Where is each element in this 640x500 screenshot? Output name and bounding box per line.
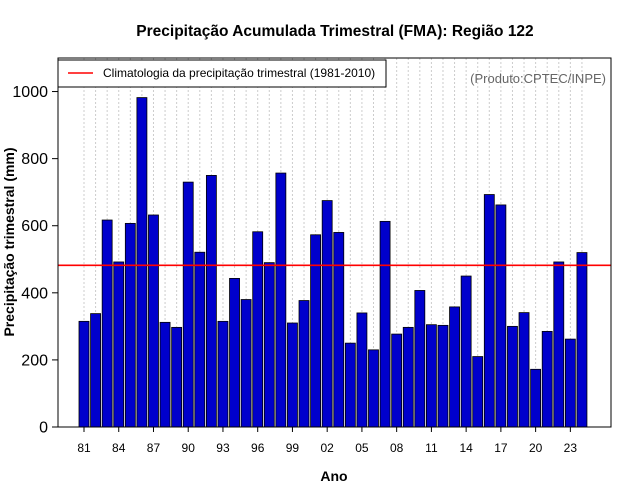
bar-1991 [194, 251, 206, 428]
bar-2016 [483, 194, 495, 428]
bar-2018 [507, 325, 518, 428]
bar-series [78, 97, 588, 428]
bar-2021 [541, 330, 553, 428]
legend-box [57, 59, 387, 88]
bar-1997 [263, 262, 275, 428]
bar-2015 [472, 356, 484, 428]
y-tick-label: 800 [21, 151, 48, 168]
y-axis: 0 200 400 600 800 1000 [12, 84, 58, 437]
x-tick-label: 20 [529, 441, 543, 455]
x-tick-label: 17 [494, 441, 508, 455]
y-tick-label: 400 [21, 285, 48, 302]
bar-1988 [159, 321, 171, 428]
y-tick-label: 600 [21, 218, 48, 235]
plot-frame [57, 57, 612, 428]
x-axis-label: Ano [320, 468, 347, 484]
x-tick-label: 11 [425, 441, 438, 455]
x-tick-label: 84 [112, 441, 126, 455]
bar-2005 [356, 312, 368, 428]
x-tick-label: 90 [182, 441, 196, 455]
bar-2000 [298, 300, 310, 428]
bar-2009 [402, 326, 414, 428]
x-tick-label: 87 [147, 441, 161, 455]
bar-1998 [275, 172, 287, 428]
bar-2013 [449, 306, 460, 428]
bar-1984 [113, 261, 125, 428]
bar-2003 [333, 232, 345, 428]
x-tick-label: 96 [251, 441, 265, 455]
bar-2007 [379, 220, 391, 428]
x-tick-label: 93 [216, 441, 230, 455]
bar-2012 [437, 324, 449, 428]
x-tick-label: 14 [459, 441, 473, 455]
bar-1994 [229, 277, 240, 428]
bar-2011 [425, 324, 437, 428]
bar-2002 [321, 200, 333, 428]
x-tick-label: 08 [390, 441, 404, 455]
x-tick-label: 02 [321, 441, 335, 455]
bar-1982 [90, 313, 101, 428]
bar-1996 [252, 231, 264, 428]
y-axis-label: Precipitação trimestral (mm) [1, 147, 17, 336]
bar-1983 [101, 219, 113, 428]
bar-1989 [171, 326, 183, 428]
bar-2024 [576, 252, 588, 428]
bar-2008 [391, 333, 403, 428]
bar-2014 [460, 275, 472, 428]
x-axis: 81 84 87 90 93 96 99 02 05 08 11 14 17 20 23 [77, 427, 577, 455]
bar-2017 [495, 204, 507, 428]
bar-1993 [217, 320, 229, 428]
source-credit: (Produto:CPTEC/INPE) [470, 71, 606, 86]
y-tick-label: 200 [21, 352, 48, 369]
chart-title: Precipitação Acumulada Trimestral (FMA):… [136, 23, 533, 40]
bar-1990 [182, 181, 194, 428]
bar-1987 [148, 214, 159, 428]
bar-1999 [287, 322, 298, 428]
bar-2006 [368, 349, 379, 428]
bar-2019 [518, 312, 530, 428]
bar-1992 [205, 175, 217, 428]
bar-1995 [240, 299, 252, 428]
bar-2001 [310, 234, 322, 428]
x-tick-label: 23 [564, 441, 578, 455]
bar-2020 [530, 368, 542, 428]
x-tick-label: 05 [355, 441, 369, 455]
bar-2010 [414, 290, 426, 428]
y-tick-label: 0 [39, 420, 48, 437]
legend: Climatologia da precipitação trimestral … [57, 59, 387, 88]
y-tick-label: 1000 [12, 84, 48, 101]
bar-2023 [564, 338, 576, 428]
bar-1986 [136, 97, 148, 428]
x-tick-label: 81 [77, 441, 91, 455]
legend-label: Climatologia da precipitação trimestral … [103, 66, 375, 80]
bar-1985 [124, 222, 136, 428]
bar-2022 [553, 261, 565, 428]
bar-1981 [78, 320, 90, 428]
bar-2004 [344, 342, 356, 428]
x-tick-label: 99 [286, 441, 300, 455]
